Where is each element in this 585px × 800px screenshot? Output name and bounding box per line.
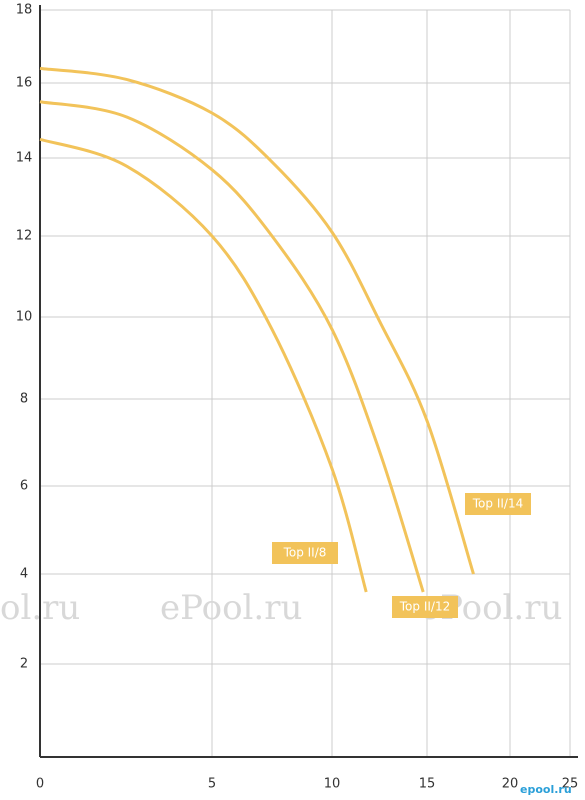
- x-tick-label: 25: [562, 777, 579, 792]
- curve-label: Top II/8: [283, 546, 327, 560]
- curve: [39, 137, 368, 593]
- y-tick-label: 12: [16, 229, 33, 244]
- curve-label: Top II/12: [399, 600, 450, 614]
- x-tick-label: 5: [208, 777, 216, 792]
- y-tick-label: 6: [20, 479, 28, 494]
- curve-label: Top II/14: [472, 497, 523, 511]
- label-box: [272, 542, 338, 564]
- watermark: ePool.ru: [160, 588, 302, 628]
- curve: [39, 66, 475, 575]
- y-tick-label: 16: [16, 76, 33, 91]
- x-tick-label: 20: [502, 777, 519, 792]
- x-tick-label: 10: [324, 777, 341, 792]
- y-tick-label: 10: [16, 310, 33, 325]
- y-tick-label: 2: [20, 657, 28, 672]
- y-tick-label: 8: [20, 392, 28, 407]
- label-box: [392, 596, 458, 618]
- label-box: [465, 493, 531, 515]
- watermark-logo: epool.ru: [520, 783, 572, 796]
- y-tick-label: 18: [16, 3, 33, 18]
- y-tick-label: 4: [20, 567, 28, 582]
- curve: [39, 100, 425, 593]
- y-tick-label: 14: [16, 151, 33, 166]
- x-tick-label: 0: [36, 777, 44, 792]
- x-tick-label: 15: [419, 777, 436, 792]
- watermark: ol.ru: [0, 588, 80, 628]
